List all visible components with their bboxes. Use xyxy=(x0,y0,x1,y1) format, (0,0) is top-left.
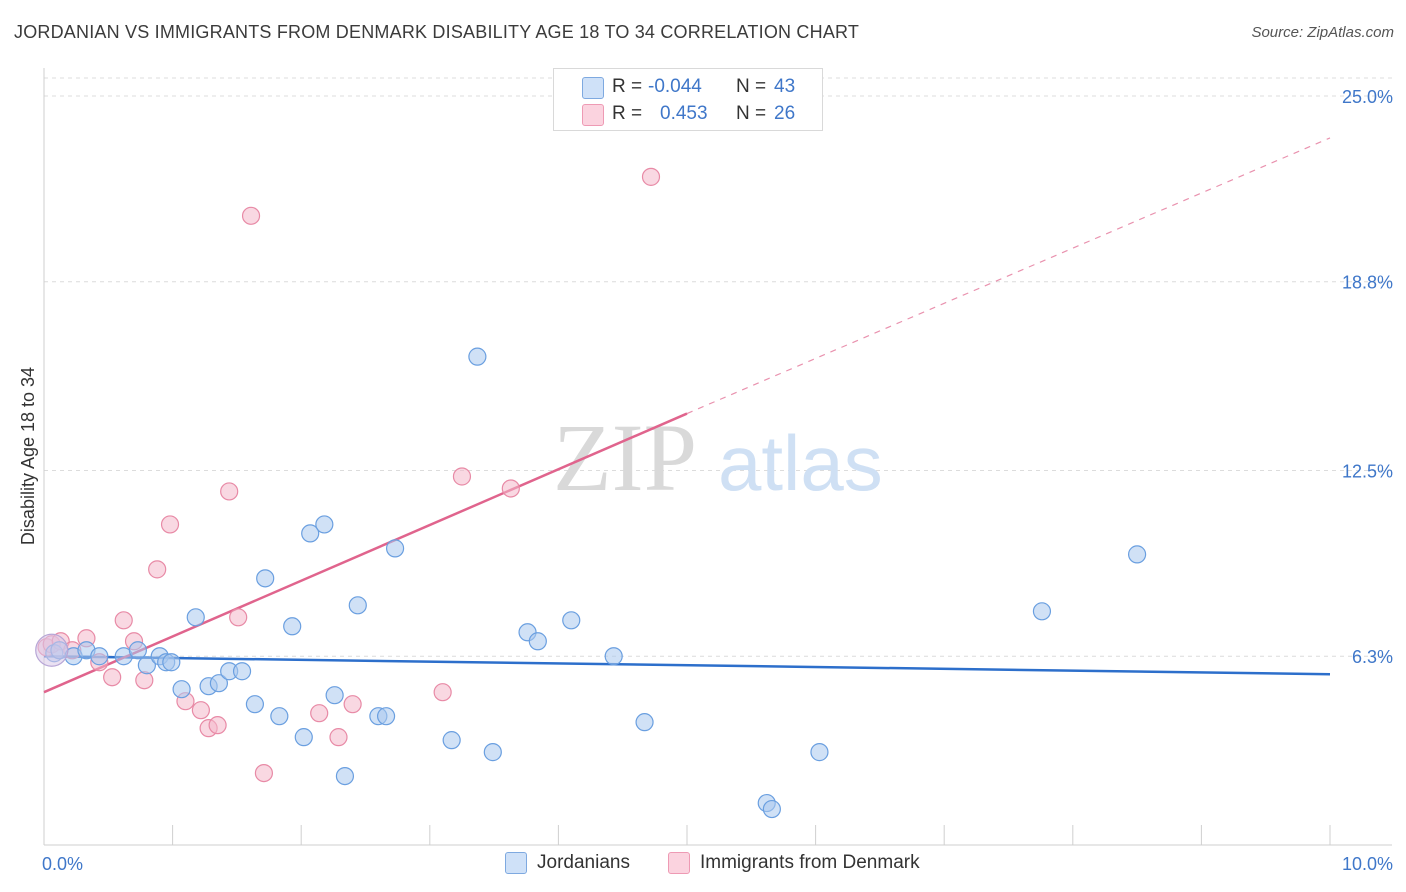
x-tick-label: 0.0% xyxy=(42,854,83,874)
jordanian-point xyxy=(348,596,367,615)
y-tick-label: 6.3% xyxy=(1352,647,1393,667)
stats-r-label-1: R = xyxy=(612,76,643,97)
denmark-point xyxy=(220,482,239,501)
jordanian-point xyxy=(315,515,334,534)
denmark-point xyxy=(135,671,154,690)
stats-r-label-2: R = xyxy=(612,103,643,124)
jordanian-point xyxy=(270,707,289,726)
legend-label-denmark: Immigrants from Denmark xyxy=(700,852,920,873)
denmark-point xyxy=(433,683,452,702)
denmark-point xyxy=(148,560,167,579)
jordanian-point xyxy=(762,799,781,819)
jordanian-point xyxy=(1032,602,1052,621)
stats-n-value-2: 26 xyxy=(774,103,796,124)
jordanian-point xyxy=(1127,545,1147,564)
jordanian-point xyxy=(172,680,191,699)
denmark-point xyxy=(160,515,180,534)
stats-n-label-2: N = xyxy=(736,103,767,124)
denmark-point xyxy=(501,479,520,498)
jordanian-point xyxy=(90,647,109,666)
trend-line-dashed-denmark xyxy=(686,137,1331,415)
jordanian-point xyxy=(562,611,581,630)
jordanian-point xyxy=(301,524,320,543)
bottom-legend: Jordanians Immigrants from Denmark xyxy=(0,850,1406,880)
denmark-point xyxy=(329,728,348,747)
y-axis-label: Disability Age 18 to 34 xyxy=(18,367,38,545)
jordanian-point xyxy=(335,766,355,786)
stats-n-label-1: N = xyxy=(736,76,767,97)
denmark-point xyxy=(241,206,261,225)
denmark-point xyxy=(229,608,248,627)
jordanian-point xyxy=(635,713,654,732)
grid-lines xyxy=(44,77,1392,657)
watermark-atlas: atlas xyxy=(718,419,883,507)
denmark-point xyxy=(254,763,274,783)
stats-r-value-1: -0.044 xyxy=(648,76,702,97)
jordanian-point xyxy=(325,686,344,705)
tick-labels: 6.3% 12.5% 18.8% 25.0% 0.0% 10.0% xyxy=(42,87,1393,874)
trend-line-denmark xyxy=(43,412,688,694)
trend-lines xyxy=(43,137,1331,694)
denmark-point xyxy=(452,467,472,486)
jordanian-point xyxy=(186,608,205,627)
jordanian-point xyxy=(442,731,461,750)
jordanian-point xyxy=(128,641,147,660)
legend-item-jordanians[interactable]: Jordanians xyxy=(505,852,630,874)
jordanian-point xyxy=(137,656,156,675)
axes xyxy=(43,68,1392,846)
denmark-point xyxy=(641,167,661,186)
stats-n-value-1: 43 xyxy=(774,76,796,97)
source-credit: Source: ZipAtlas.com xyxy=(1251,24,1394,41)
y-tick-label: 12.5% xyxy=(1342,461,1393,481)
jordanian-point xyxy=(376,707,396,726)
jordanian-point xyxy=(209,674,228,693)
jordanian-point xyxy=(256,569,275,588)
y-tick-label: 18.8% xyxy=(1342,273,1393,293)
watermark-zip: ZIP xyxy=(553,404,697,511)
stats-r-value-2: 0.453 xyxy=(660,103,708,124)
jordanian-point xyxy=(232,662,252,681)
jordanian-point xyxy=(468,347,487,366)
denmark-point xyxy=(343,695,362,714)
jordanian-point xyxy=(810,743,829,762)
jordanian-point xyxy=(245,695,265,714)
stats-legend: R = -0.044 N = 43 R = 0.453 N = 26 xyxy=(553,68,823,131)
y-tick-label: 25.0% xyxy=(1342,87,1393,107)
legend-swatch-denmark xyxy=(668,852,690,874)
stats-swatch-denmark xyxy=(582,104,604,126)
zipatlas-watermark: ZIP atlas xyxy=(553,404,883,511)
legend-swatch-jordanians xyxy=(505,852,527,874)
denmark-point xyxy=(208,716,227,735)
jordanian-point xyxy=(483,743,502,762)
cluster-point xyxy=(35,633,69,667)
legend-item-denmark[interactable]: Immigrants from Denmark xyxy=(668,852,920,874)
denmark-point xyxy=(310,704,329,723)
data-points xyxy=(35,167,1147,819)
denmark-point xyxy=(114,611,133,630)
jordanian-point xyxy=(385,539,405,558)
jordanian-point xyxy=(604,647,623,666)
jordanian-point xyxy=(162,653,181,672)
legend-label-jordanians: Jordanians xyxy=(537,852,630,873)
x-tick-label: 10.0% xyxy=(1342,854,1393,874)
denmark-point xyxy=(191,701,210,720)
jordanian-point xyxy=(283,617,302,636)
chart-title: JORDANIAN VS IMMIGRANTS FROM DENMARK DIS… xyxy=(14,22,860,42)
trend-line-jordanians xyxy=(43,654,1331,676)
denmark-point xyxy=(103,668,122,687)
stats-swatch-jordanians xyxy=(582,77,604,99)
jordanian-point xyxy=(528,632,547,651)
jordanian-point xyxy=(294,728,313,747)
